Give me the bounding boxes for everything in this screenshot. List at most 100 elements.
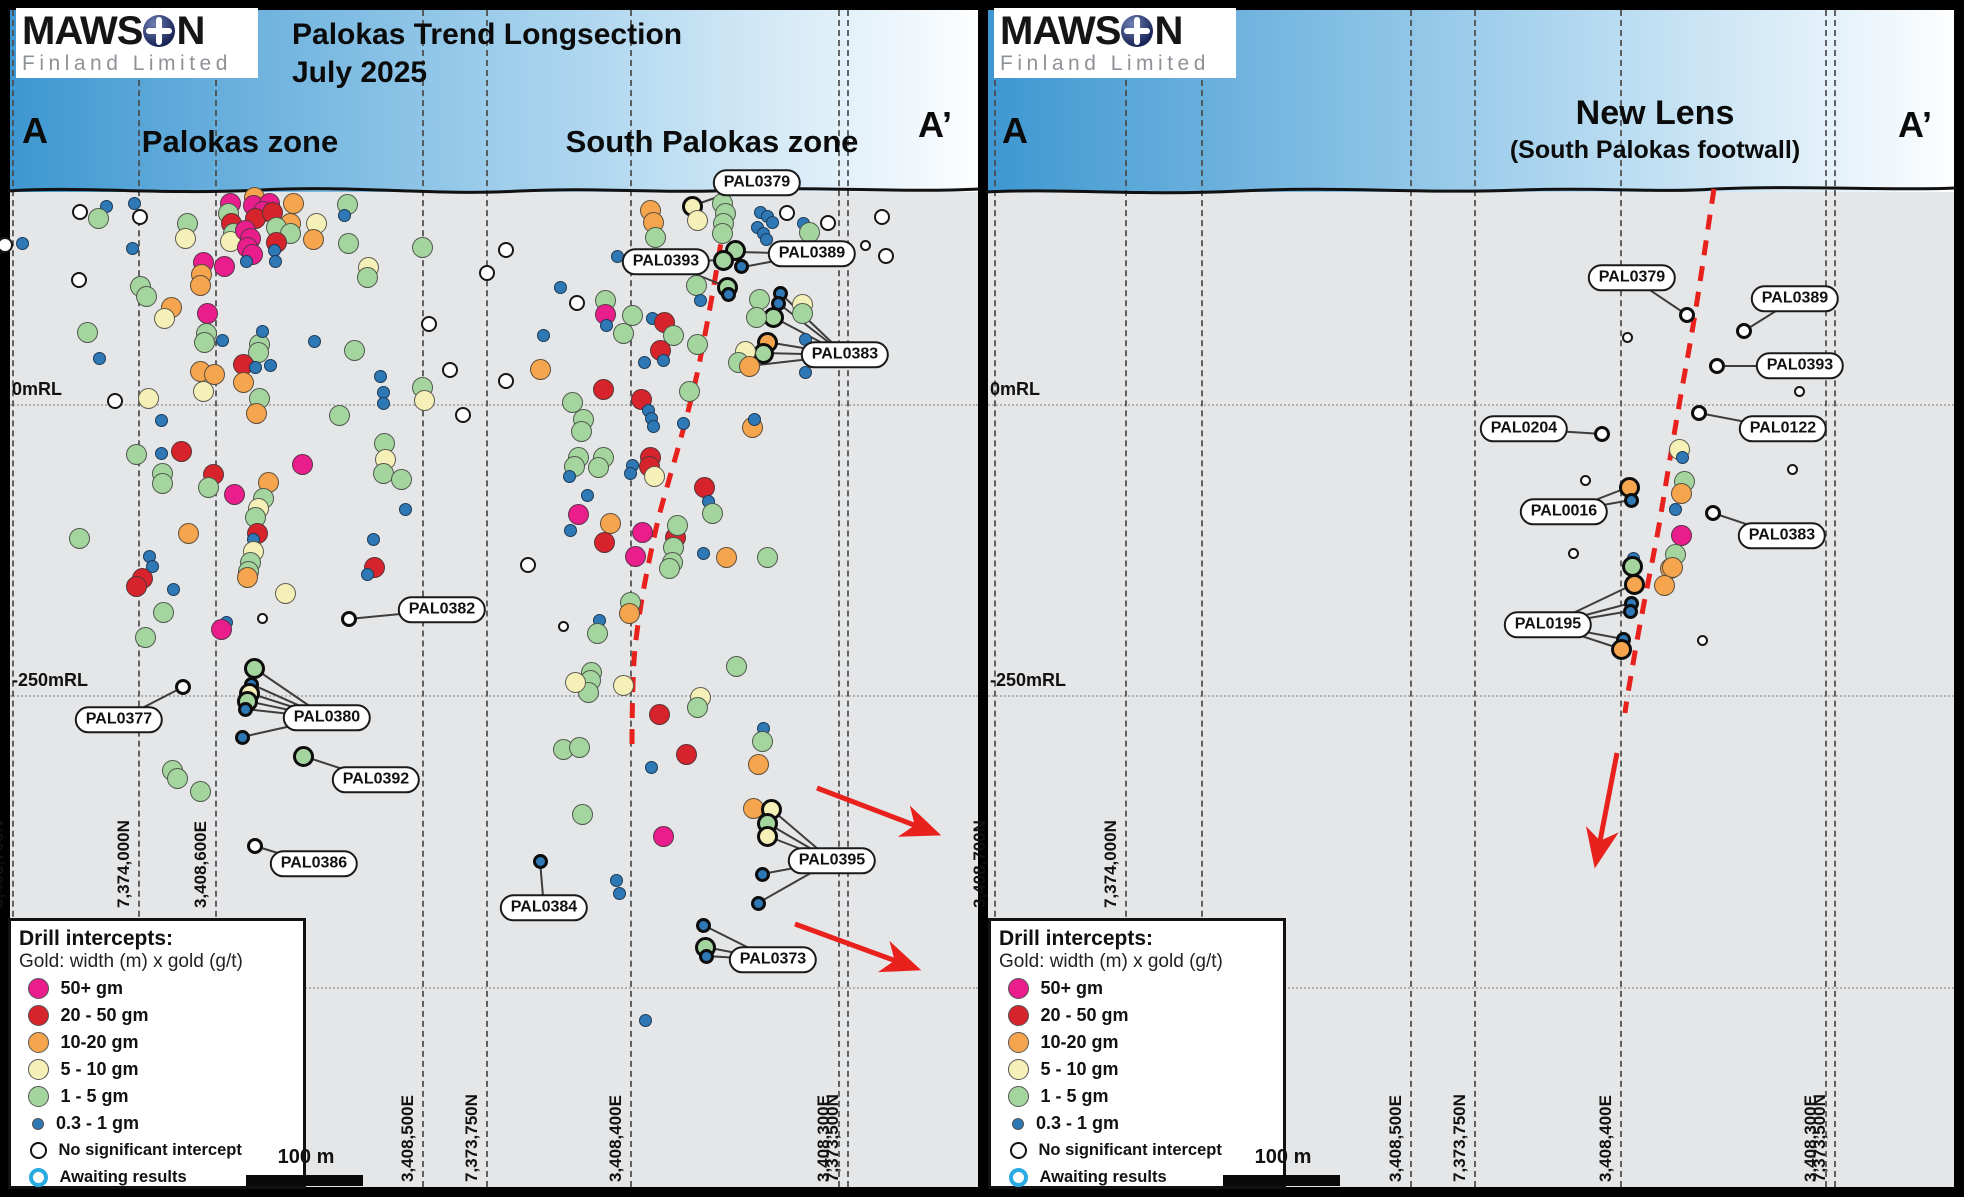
logo-wordmark: MAWS N [1000,8,1183,53]
legend-swatch-icon [1007,1005,1029,1026]
drill-intercept-dot [455,407,471,423]
scale-bar: 100 m [246,1146,366,1186]
drill-intercept-dot [154,446,168,460]
drill-intercept-dot [166,582,180,596]
zone-heading-palokas: Palokas zone [141,124,339,159]
drill-intercept-dot [643,465,665,487]
drill-intercept-dot [255,324,269,338]
scale-bar: 100 m [1223,1146,1343,1186]
drillhole-label: PAL0393 [1755,352,1845,380]
drill-intercept-dot [733,258,749,274]
drill-intercept-dot [612,886,626,900]
legend-title: Drill intercepts: [999,927,1154,950]
drill-intercept-dot [307,334,321,348]
mrl-depth-label: 0mRL [12,379,63,399]
legend-drill-intercepts: Drill intercepts: Gold: width (m) x gold… [8,918,306,1189]
drill-intercept-dot [328,404,350,426]
drill-intercept-dot [413,389,435,411]
legend-item-50gm: 50+ gm [19,975,295,1002]
drill-intercept-dot [210,618,232,640]
drill-intercept-dot [750,895,766,911]
drill-intercept-dot [698,948,714,964]
legend-swatch-icon [28,1168,48,1187]
drill-intercept-dot [92,351,106,365]
drill-intercept-dot [166,767,188,789]
drill-intercept-dot [243,657,265,679]
drill-intercept-dot [1623,573,1645,595]
drillhole-label: PAL0122 [1738,415,1828,443]
drill-intercept-dot [177,522,199,544]
section-marker-a: A [1002,110,1028,151]
scale-bar-rule [246,1175,363,1186]
drill-intercept-dot [197,476,219,498]
drill-intercept-dot [693,476,715,498]
drill-intercept-dot [71,272,87,288]
mawson-logo: MAWS N Finland Limited [994,8,1236,78]
drill-intercept-dot [561,391,583,413]
drill-intercept-dot [644,760,658,774]
drill-intercept-dot [747,753,769,775]
drill-intercept-dot [779,205,795,221]
plunge-arrow [794,921,922,973]
drillhole-label: PAL0382 [397,596,487,624]
grid-line-mrl [988,695,1954,697]
grid-line-vertical [1410,10,1412,1187]
drill-intercept-dot [569,295,585,311]
drillhole-label: PAL0379 [1587,264,1677,292]
drill-intercept-dot [695,917,711,933]
drill-intercept-dot [532,853,548,869]
legend-swatch-icon [1012,1117,1024,1130]
drill-intercept-dot [1610,638,1632,660]
logo-subtitle: Finland Limited [1000,51,1210,75]
drill-intercept-dot [536,328,550,342]
drill-intercept-dot [263,358,277,372]
grid-line-vertical [1125,10,1127,1187]
drill-intercept-dot [696,546,710,560]
drill-intercept-dot [175,679,191,695]
drill-intercept-dot [421,316,437,332]
grid-line-vertical [12,10,14,1187]
drill-intercept-dot [213,255,235,277]
drill-intercept-dot [621,304,643,326]
drill-intercept-dot [192,380,214,402]
drill-intercept-dot [675,743,697,765]
drill-intercept-dot [637,355,651,369]
drill-intercept-dot [134,626,156,648]
drill-intercept-dot [1661,556,1683,578]
drill-intercept-dot [599,318,613,332]
drill-intercept-dot [624,545,646,567]
drill-intercept-dot [247,838,263,854]
drill-intercept-dot [291,453,313,475]
legend-item-1-5gm: 1 - 5 gm [999,1083,1275,1110]
drill-intercept-dot [239,254,253,268]
drill-intercept-dot [107,393,123,409]
drill-intercept-dot [623,466,637,480]
drillhole-label: PAL0384 [499,894,589,922]
scale-bar-rule [1223,1175,1340,1186]
drill-intercept-dot [648,703,670,725]
legend-item-10-20gm: 10-20 gm [19,1029,295,1056]
plunge-arrow [1585,752,1620,869]
grid-line-vertical [1825,10,1827,1187]
compass-orb-icon [143,14,176,47]
legend-subtitle: Gold: width (m) x gold (g/t) [19,951,243,972]
mrl-depth-label: -250mRL [12,670,89,690]
drill-intercept-dot [390,468,412,490]
drill-intercept-dot [618,602,640,624]
legend-swatch-icon [27,978,49,999]
drill-intercept-dot [442,362,458,378]
logo-subtitle: Finland Limited [22,51,232,75]
grid-line-vertical [847,10,849,1187]
legend-swatch-icon [32,1117,44,1130]
grid-line-mrl [988,987,1954,989]
legend-subtitle: Gold: width (m) x gold (g/t) [999,951,1223,972]
drill-intercept-dot [302,228,324,250]
drill-intercept-dot [15,236,29,250]
scale-bar-label: 100 m [1254,1146,1312,1168]
drill-intercept-dot [189,780,211,802]
drill-intercept-dot [652,825,674,847]
drill-intercept-dot [248,360,262,374]
legend-swatch-icon [1007,1032,1029,1053]
drillhole-label: PAL0389 [767,240,857,268]
drill-intercept-dot [520,557,536,573]
